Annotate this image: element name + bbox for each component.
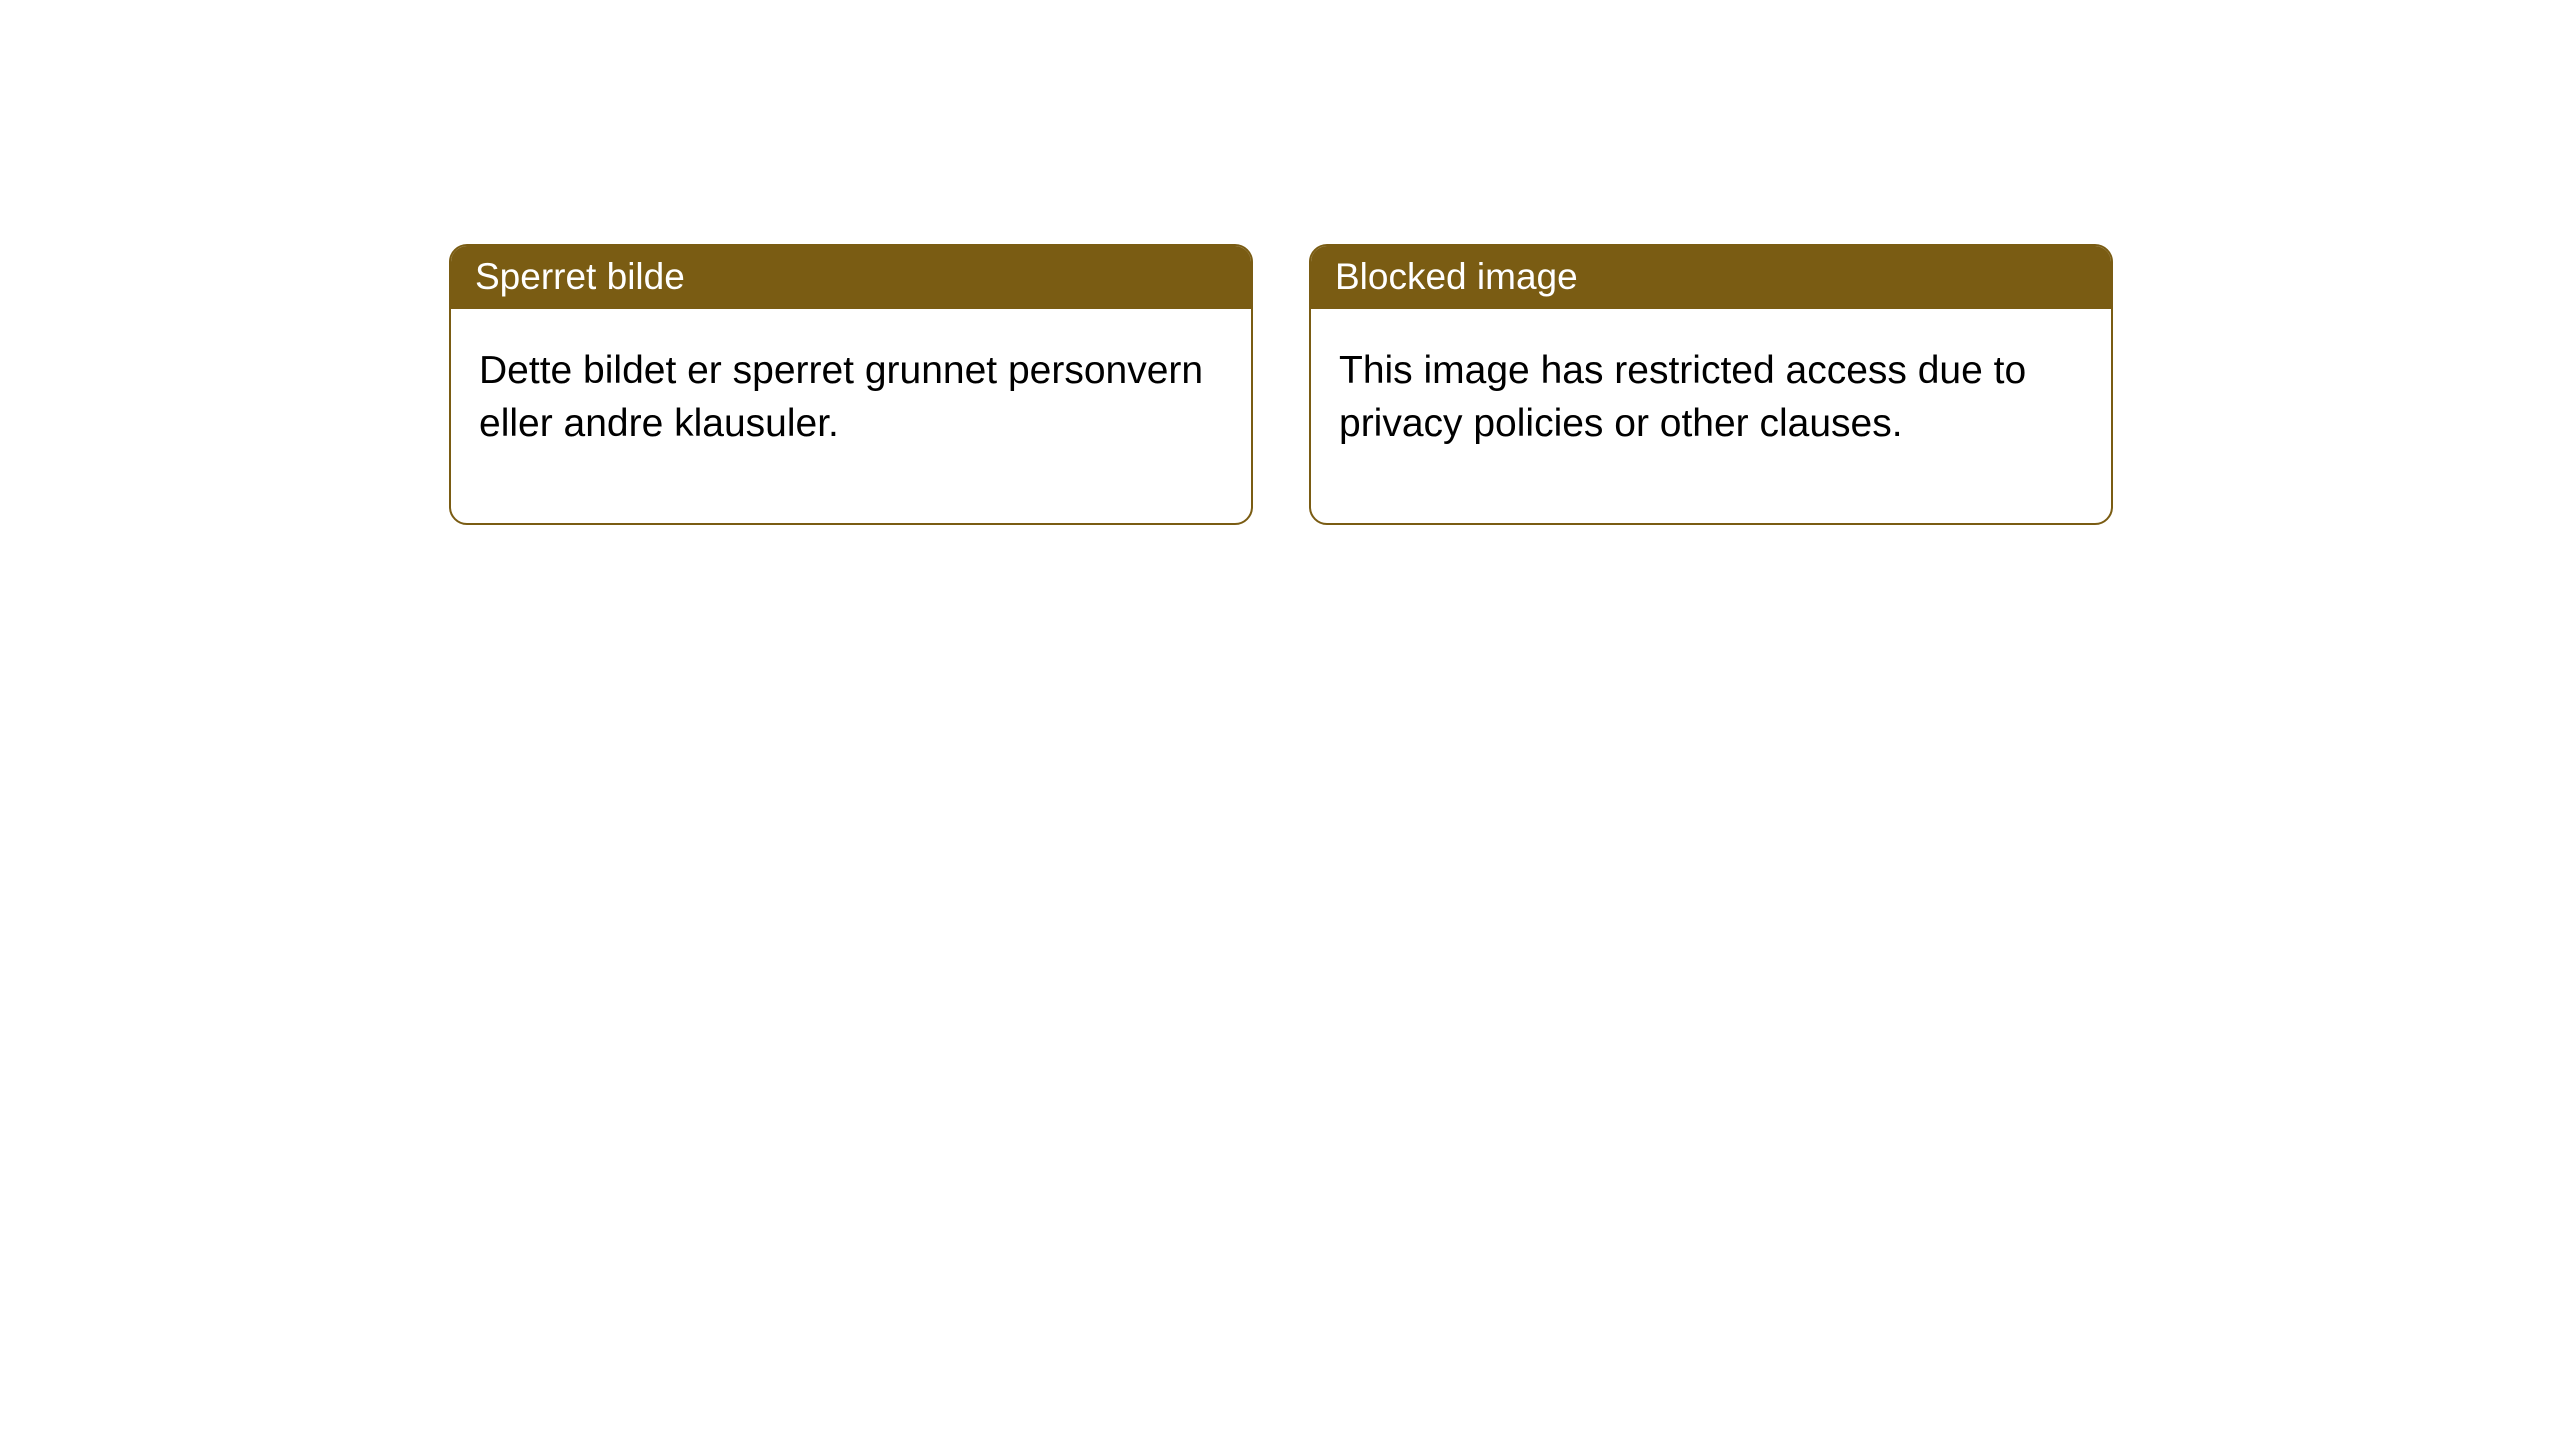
notice-body-en: This image has restricted access due to … — [1311, 309, 2111, 522]
notice-title-en: Blocked image — [1311, 246, 2111, 309]
notice-title-no: Sperret bilde — [451, 246, 1251, 309]
notice-box-no: Sperret bilde Dette bildet er sperret gr… — [449, 244, 1253, 525]
notice-container: Sperret bilde Dette bildet er sperret gr… — [0, 0, 2560, 525]
notice-body-no: Dette bildet er sperret grunnet personve… — [451, 309, 1251, 522]
notice-box-en: Blocked image This image has restricted … — [1309, 244, 2113, 525]
